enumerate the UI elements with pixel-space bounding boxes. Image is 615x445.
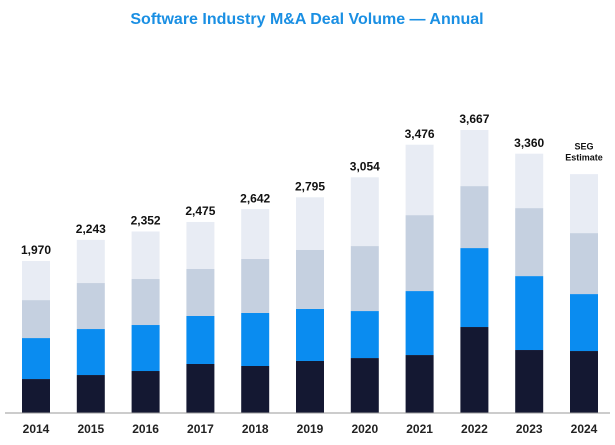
bar-segment [22,300,50,339]
bar-segment [76,283,105,330]
bar-segment [22,379,50,413]
x-tick-label: 2020 [351,422,378,436]
total-label: 2,642 [240,191,270,205]
bar-segment [515,276,544,351]
x-tick-label: 2016 [132,422,159,436]
bar-segment [570,174,598,234]
x-tick-label: 2017 [187,422,214,436]
x-tick-label: 2023 [516,422,543,436]
x-tick-label: 2021 [406,422,433,436]
total-label: 2,352 [131,214,161,228]
bar-segment [131,279,160,326]
annotation: Estimate [565,153,603,163]
bar-segment [350,177,379,247]
bar-segment [186,268,215,316]
x-tick-label: 2014 [23,422,50,436]
x-tick-label: 2015 [77,422,104,436]
bar-segment [241,258,270,313]
bar-segment [460,129,489,187]
bar-segment [460,327,489,413]
total-label: 3,054 [350,159,380,173]
bar-segment [241,312,270,366]
bar-segment [22,260,50,301]
total-label: 1,970 [21,243,51,257]
bar-segment [570,351,598,413]
chart-title: Software Industry M&A Deal Volume — Annu… [130,11,483,28]
bar-segment [241,365,270,413]
bar-segment [296,308,324,361]
x-tick-label: 2019 [297,422,324,436]
bar-segment [131,231,160,280]
total-label: 2,475 [185,204,215,218]
bar-segment [350,311,379,359]
bar-segment [405,355,434,413]
bar-segment [460,248,489,328]
bar-segment [515,153,544,209]
bar-segment [76,375,105,413]
x-tick-label: 2018 [242,422,269,436]
bar-segment [131,371,160,413]
bar-segment [460,186,489,249]
bar-segment [296,249,324,309]
bar-segment [186,363,215,413]
bar-segment [350,358,379,413]
bar-segment [22,338,50,380]
annotation: SEG [574,142,593,152]
x-tick-label: 2022 [461,422,488,436]
bar-segment [405,291,434,356]
bar-segment [76,329,105,376]
total-label: 3,667 [459,112,489,126]
bar-segment [570,294,598,352]
bar-segment [570,233,598,295]
bar-segment [405,215,434,292]
total-label: 3,360 [514,136,544,150]
total-label: 2,795 [295,179,325,193]
x-tick-label: 2024 [571,422,598,436]
bar-segment [296,360,324,413]
bar-segment [350,246,379,312]
bar-segment [515,350,544,413]
bar-segment [515,208,544,277]
bar-segment [405,144,434,216]
bar-segment [186,315,215,364]
bar-segment [186,221,215,269]
bar-segment [76,239,105,284]
bar-segment [131,325,160,372]
total-label: 3,476 [405,127,435,141]
bar-segment [241,209,270,259]
bar-segment [296,197,324,250]
total-label: 2,243 [76,222,106,236]
